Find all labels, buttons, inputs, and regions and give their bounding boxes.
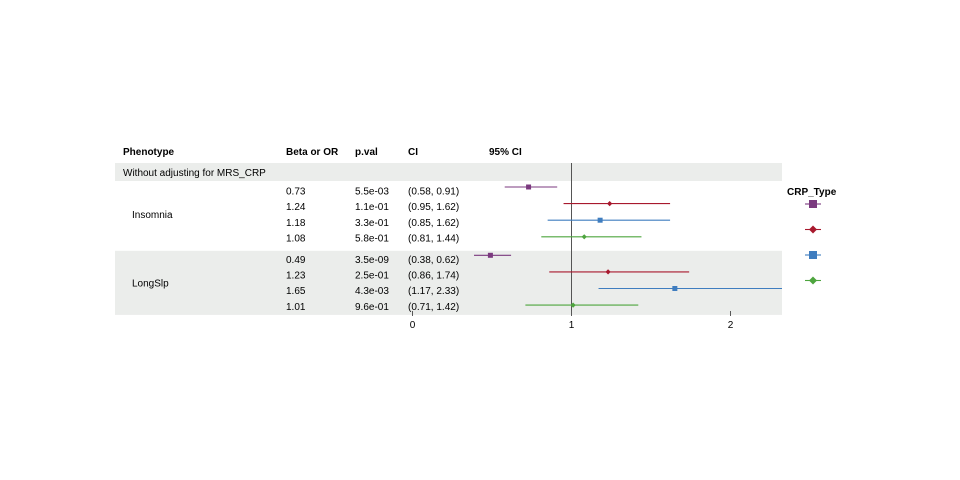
point-estimate-diamond	[605, 269, 611, 275]
legend-title: CRP_Type	[787, 187, 837, 198]
point-estimate-square	[672, 286, 678, 291]
header-ci: CI	[408, 147, 418, 158]
point-estimate-diamond	[607, 201, 613, 207]
legend-keys	[805, 200, 821, 285]
beta-cell: 1.18	[286, 218, 306, 229]
beta-cell: 1.08	[286, 234, 306, 245]
header-phenotype: Phenotype	[123, 147, 175, 158]
row-bands	[115, 163, 782, 315]
beta-cell: 1.01	[286, 302, 306, 313]
legend-key-diamond	[809, 225, 817, 234]
section-label: Without adjusting for MRS_CRP	[123, 168, 266, 179]
pval-cell: 9.6e-01	[355, 302, 389, 313]
ci-cell: (0.71, 1.42)	[408, 302, 459, 313]
ci-cell: (1.17, 2.33)	[408, 286, 459, 297]
x-tick-label: 0	[410, 320, 416, 331]
x-tick-label: 2	[728, 320, 734, 331]
ci-cell: (0.81, 1.44)	[408, 234, 459, 245]
beta-cell: 1.65	[286, 286, 306, 297]
ci-cell: (0.38, 0.62)	[408, 255, 459, 266]
pval-cell: 5.5e-03	[355, 187, 389, 198]
header-beta: Beta or OR	[286, 147, 339, 158]
pval-cell: 5.8e-01	[355, 234, 389, 245]
beta-cell: 1.24	[286, 202, 306, 213]
x-axis: 0 1 2	[410, 311, 734, 331]
point-estimate-square	[526, 184, 532, 190]
ci-cell: (0.95, 1.62)	[408, 202, 459, 213]
header-plot: 95% CI	[489, 147, 522, 158]
legend-key-diamond	[809, 276, 817, 285]
pval-cell: 3.5e-09	[355, 255, 389, 266]
header-pval: p.val	[355, 147, 378, 158]
beta-cell: 1.23	[286, 271, 306, 282]
beta-cell: 0.73	[286, 187, 306, 198]
group-band	[115, 250, 782, 315]
section-band	[115, 163, 782, 181]
pval-cell: 2.5e-01	[355, 271, 389, 282]
phenotype-label: Insomnia	[132, 210, 173, 221]
ci-cell: (0.86, 1.74)	[408, 271, 459, 282]
ci-cell: (0.85, 1.62)	[408, 218, 459, 229]
plot-marks	[474, 163, 782, 311]
legend-key-square	[809, 251, 817, 259]
point-estimate-diamond	[581, 234, 587, 240]
phenotype-label: LongSlp	[132, 278, 169, 289]
pval-cell: 4.3e-03	[355, 286, 389, 297]
x-tick-label: 1	[569, 320, 575, 331]
legend-key-square	[809, 200, 817, 208]
pval-cell: 3.3e-01	[355, 218, 389, 229]
beta-cell: 0.49	[286, 255, 306, 266]
point-estimate-diamond	[570, 302, 576, 308]
table-cells: Insomnia 0.73 5.5e-03 (0.58, 0.91) 1.24 1.1e-…	[132, 187, 459, 313]
ci-cell: (0.58, 0.91)	[408, 187, 459, 198]
pval-cell: 1.1e-01	[355, 202, 389, 213]
point-estimate-square	[597, 217, 603, 223]
point-estimate-square	[487, 252, 493, 258]
